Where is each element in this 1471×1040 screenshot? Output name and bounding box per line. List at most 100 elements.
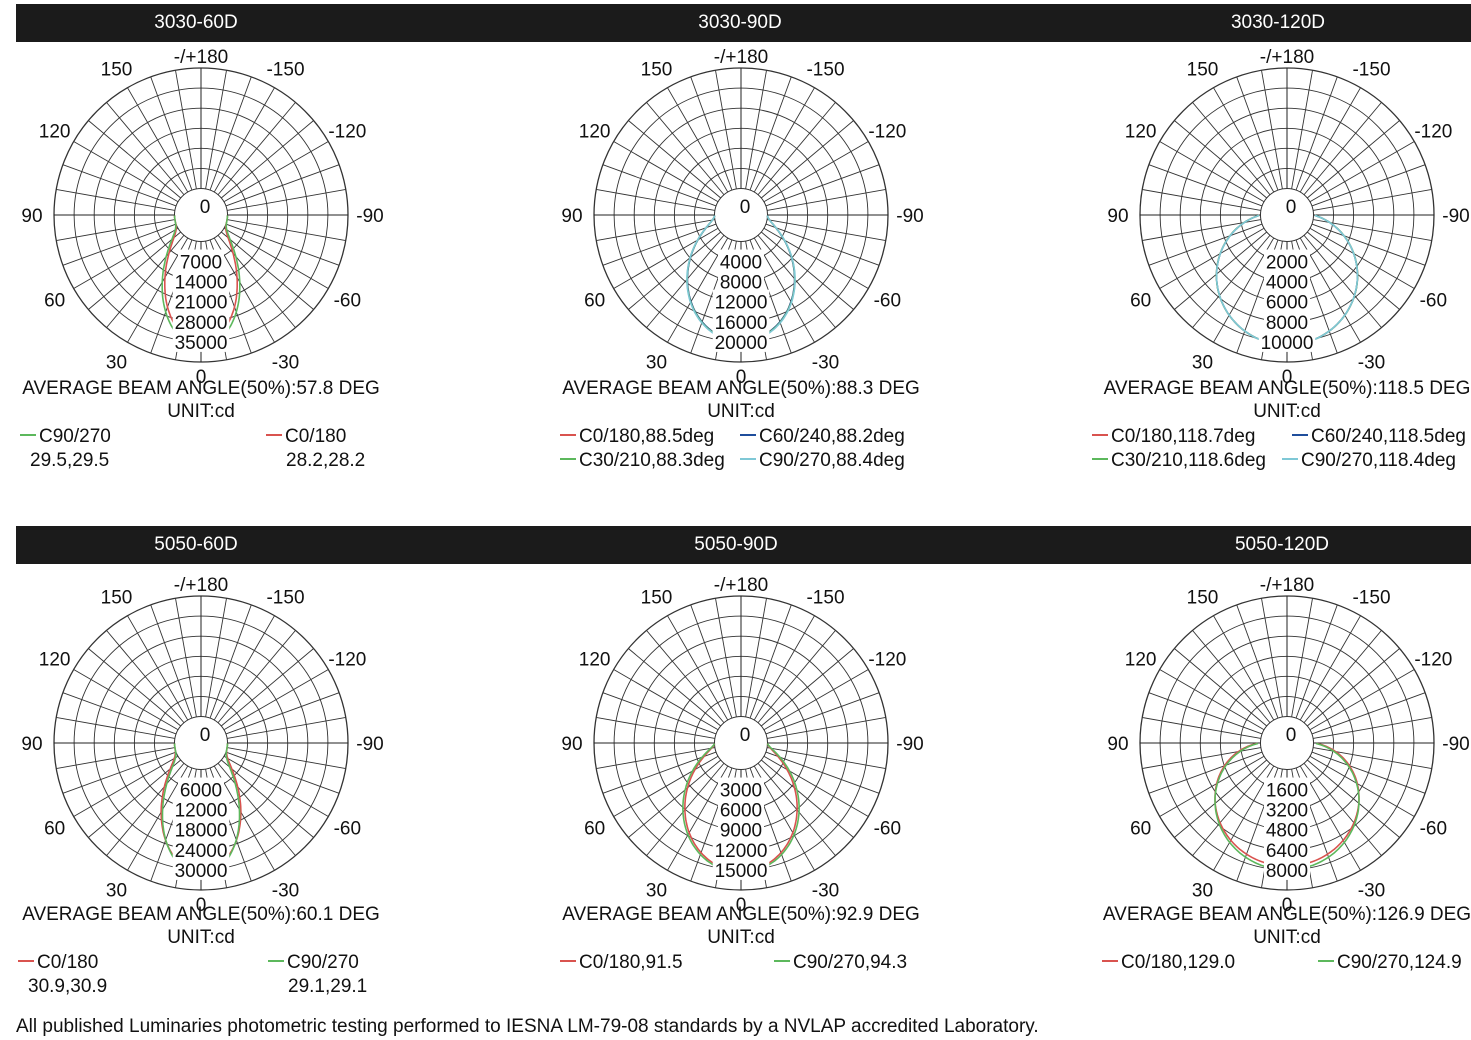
grid-spoke [213, 615, 275, 721]
legend-label: C90/270 [39, 426, 111, 447]
legend-label: C0/180,88.5deg [579, 426, 715, 447]
angle-label: -120 [868, 650, 906, 671]
grid-spoke [760, 120, 854, 199]
tick-bg [718, 269, 764, 292]
angle-label: -/+180 [174, 575, 228, 596]
angle-label: -/+180 [1260, 575, 1314, 596]
legend-label: C0/180 [285, 426, 347, 447]
grid-spoke [1312, 189, 1432, 211]
angle-label: 120 [1125, 650, 1157, 671]
grid-spoke [646, 234, 725, 328]
angle-label: 30 [1192, 880, 1213, 901]
grid-spoke [602, 751, 717, 794]
grid-spoke [226, 189, 346, 211]
legend-entry: C0/180,88.5deg [560, 426, 714, 448]
grid-spoke [667, 237, 729, 343]
grid-spoke [745, 598, 767, 718]
grid-spoke [760, 648, 854, 727]
angle-label: 0 [736, 895, 747, 916]
grid-spoke [1299, 615, 1361, 721]
grid-spoke [1309, 227, 1415, 289]
tick-bg [172, 817, 230, 840]
unit-text: UNIT:cd [167, 927, 235, 948]
angle-label: -150 [266, 588, 304, 609]
angle-label: 60 [584, 819, 605, 840]
grid-spoke [73, 755, 179, 817]
tick-bg [1264, 817, 1310, 840]
grid-spoke [749, 604, 792, 719]
grid-spoke [127, 87, 189, 193]
panel-title: 5050-60D [154, 534, 238, 555]
angle-label: 120 [579, 122, 611, 143]
grid-spoke [1236, 76, 1279, 191]
legend-swatch [1092, 457, 1108, 460]
angle-label: -60 [1420, 819, 1447, 840]
grid-spoke [217, 102, 296, 196]
grid-spoke [56, 747, 176, 769]
grid-spoke [1142, 189, 1262, 211]
grid-spoke [223, 227, 329, 289]
legend-label: C90/270 [287, 952, 359, 973]
grid-spoke [1213, 615, 1275, 721]
grid-spoke [1291, 598, 1313, 718]
polar-grid [53, 67, 349, 363]
angle-label: -/+180 [174, 47, 228, 68]
angle-label: -120 [1414, 650, 1452, 671]
grid-spoke [220, 648, 314, 727]
grid-spoke [628, 759, 722, 838]
legend-value: 28.2,28.2 [286, 450, 366, 471]
legend-entry: C30/210,88.3deg [560, 450, 725, 472]
grid-spoke [225, 223, 340, 266]
legend-swatch [268, 959, 284, 962]
grid-spoke [1148, 692, 1263, 735]
legend-entry: C90/270 [20, 426, 111, 448]
grid-spoke [766, 717, 886, 739]
grid-spoke [1312, 717, 1432, 739]
grid-spoke [213, 765, 275, 871]
tick-bg [718, 797, 764, 820]
grid-spoke [602, 692, 717, 735]
beam-angle-text: AVERAGE BEAM ANGLE(50%):92.9 DEG [562, 904, 920, 925]
angle-label: 30 [646, 352, 667, 373]
tick-bg [718, 249, 764, 272]
legend-label: C60/240,118.5deg [1311, 426, 1466, 447]
legend-entry: C60/240,88.2deg [740, 426, 905, 448]
grid-spoke [715, 70, 737, 190]
grid-spoke [217, 234, 296, 328]
legend-swatch [1102, 959, 1118, 962]
angle-label: 0 [196, 367, 207, 388]
angle-label: 120 [39, 650, 71, 671]
tick-bg [718, 817, 764, 840]
grid-spoke [1306, 648, 1400, 727]
tick-bg [1264, 837, 1310, 860]
angle-label: -90 [356, 206, 383, 227]
legend-swatch [1292, 433, 1308, 436]
tick-bg [172, 269, 230, 292]
center-disc [714, 716, 768, 770]
beam-angle-text: AVERAGE BEAM ANGLE(50%):126.9 DEG [1102, 904, 1471, 925]
grid-spoke [596, 219, 716, 241]
angle-label: -120 [328, 122, 366, 143]
grid-spoke [1174, 759, 1268, 838]
angle-label: 30 [106, 352, 127, 373]
legend-label: C90/270,94.3 [793, 952, 908, 973]
unit-text: UNIT:cd [167, 401, 235, 422]
beam-angle-text: AVERAGE BEAM ANGLE(50%):118.5 DEG [1103, 378, 1471, 399]
radial-tick-label: 6000 [180, 781, 222, 802]
grid-spoke [765, 164, 880, 207]
radial-tick-label: 4800 [1266, 821, 1308, 842]
unit-text: UNIT:cd [1253, 401, 1321, 422]
grid-spoke [175, 70, 197, 190]
angle-label: 30 [106, 880, 127, 901]
angle-label: 90 [1107, 206, 1128, 227]
angle-label: -120 [1414, 122, 1452, 143]
polar-grid [1139, 67, 1435, 363]
angle-label: -60 [874, 819, 901, 840]
grid-spoke [1309, 669, 1415, 731]
legend-label: C0/180,91.5 [579, 952, 683, 973]
legend-label: C0/180,129.0 [1121, 952, 1236, 973]
radial-tick-label: 2000 [1266, 253, 1308, 274]
angle-label: -90 [896, 734, 923, 755]
grid-spoke [56, 189, 176, 211]
